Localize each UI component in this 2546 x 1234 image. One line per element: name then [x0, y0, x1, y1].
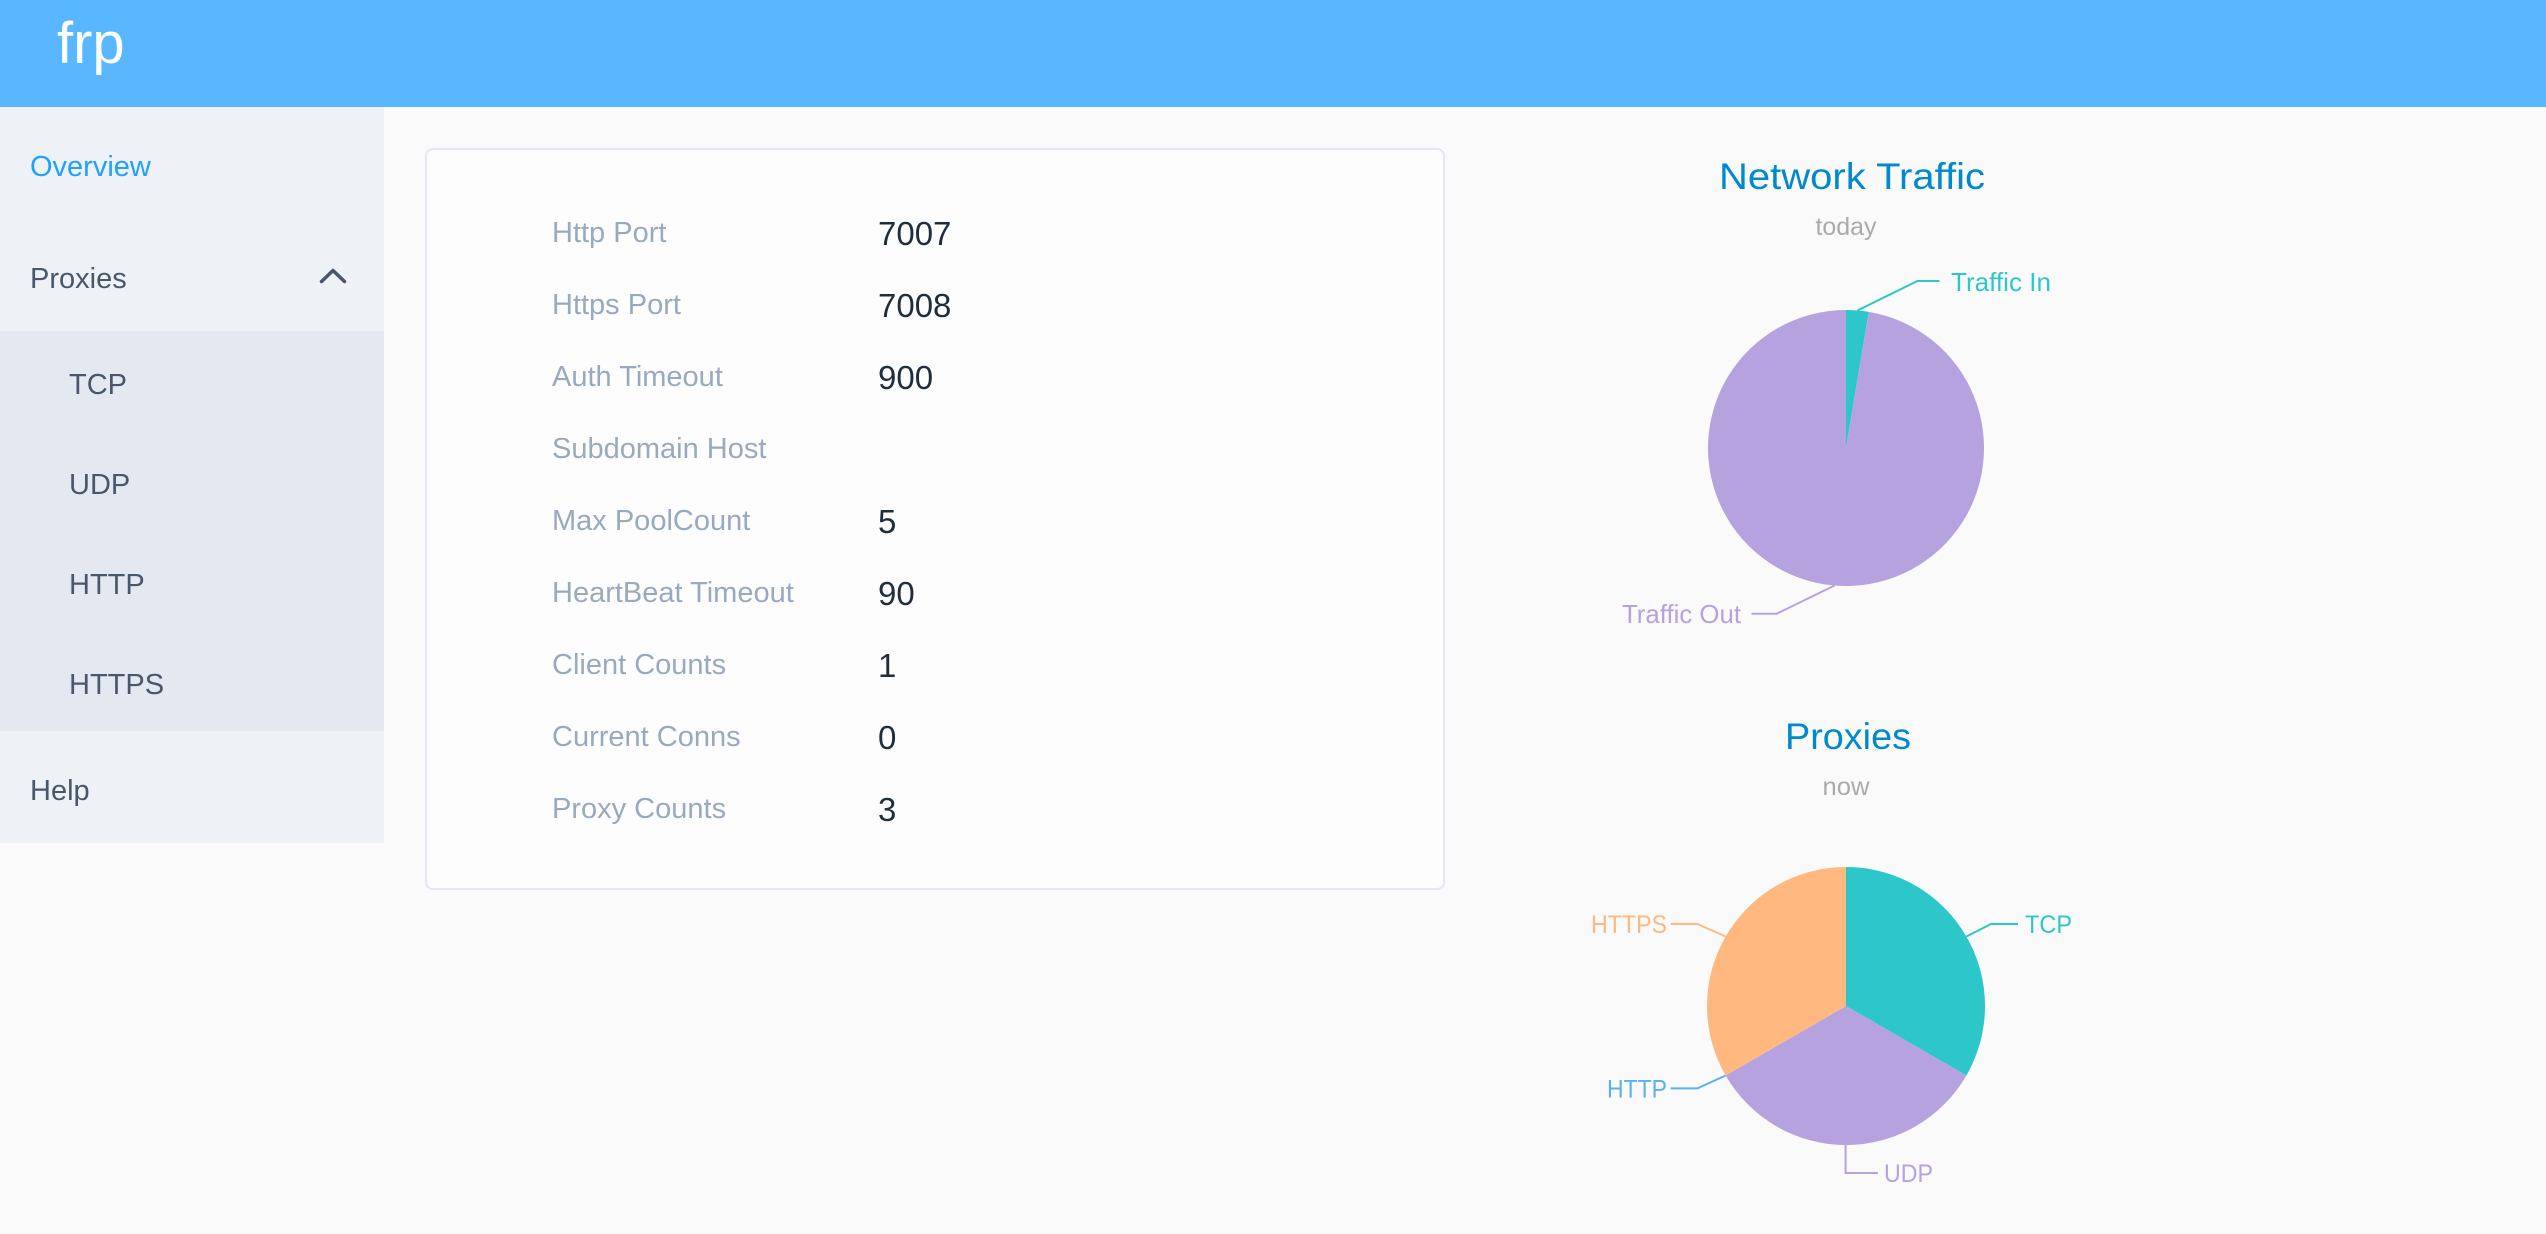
svg-text:now: now — [1823, 773, 1871, 801]
svg-text:Traffic Out: Traffic Out — [1622, 599, 1742, 629]
svg-text:TCP: TCP — [2025, 911, 2072, 939]
svg-text:today: today — [1816, 213, 1877, 241]
svg-text:Network Traffic: Network Traffic — [1719, 156, 1985, 197]
svg-text:UDP: UDP — [1884, 1160, 1933, 1188]
svg-text:Proxies: Proxies — [1785, 716, 1911, 757]
svg-text:HTTP: HTTP — [1607, 1075, 1667, 1103]
svg-text:Traffic In: Traffic In — [1951, 267, 2051, 297]
svg-text:HTTPS: HTTPS — [1591, 911, 1667, 939]
